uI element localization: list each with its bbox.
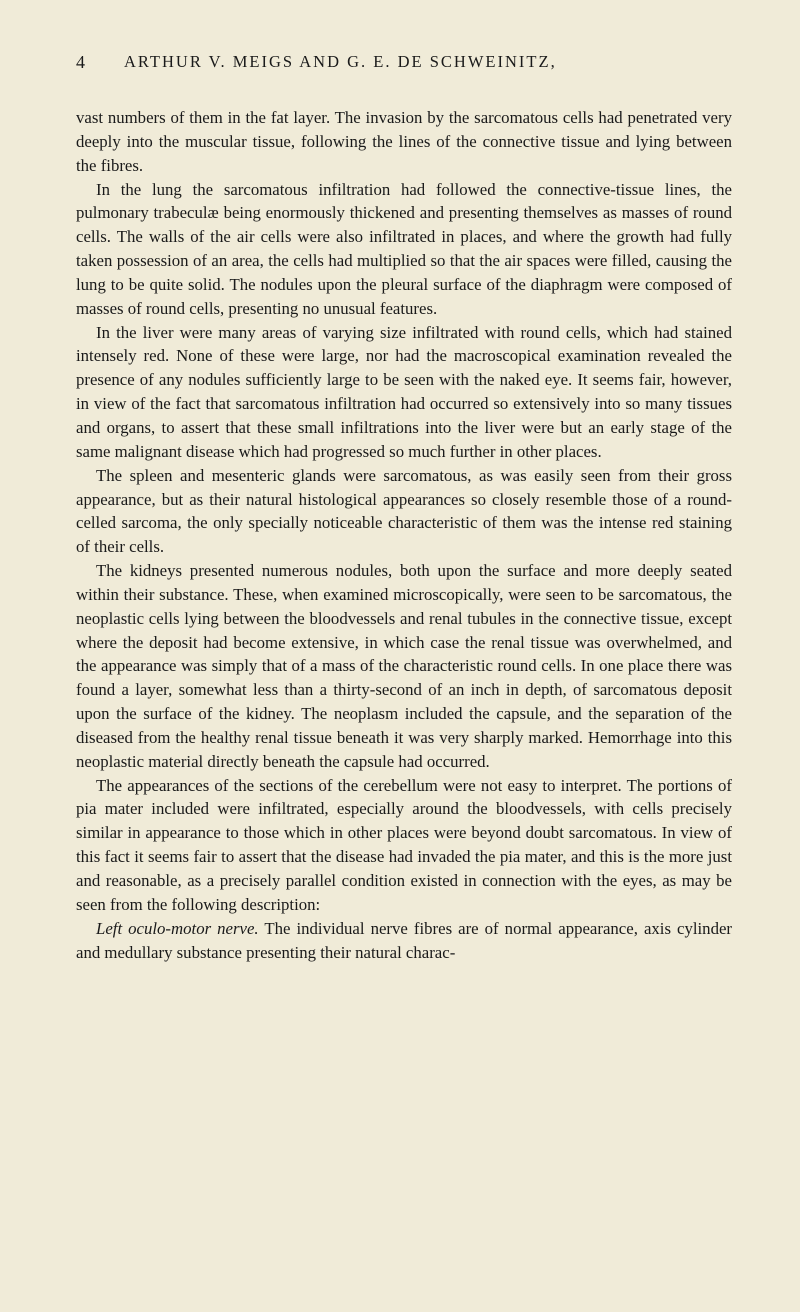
paragraph: In the liver were many areas of varying …	[76, 321, 732, 464]
page-number: 4	[76, 52, 85, 73]
italic-term: Left oculo-motor nerve.	[96, 919, 259, 938]
page-header: ARTHUR V. MEIGS AND G. E. DE SCHWEINITZ,	[76, 52, 732, 72]
paragraph: The kidneys presented numerous nodules, …	[76, 559, 732, 774]
body-content: vast numbers of them in the fat layer. T…	[76, 106, 732, 964]
paragraph: In the lung the sarcomatous infiltration…	[76, 178, 732, 321]
paragraph: Left oculo-motor nerve. The individual n…	[76, 917, 732, 965]
paragraph: The spleen and mesenteric glands were sa…	[76, 464, 732, 559]
paragraph: vast numbers of them in the fat layer. T…	[76, 106, 732, 178]
paragraph: The appearances of the sections of the c…	[76, 774, 732, 917]
